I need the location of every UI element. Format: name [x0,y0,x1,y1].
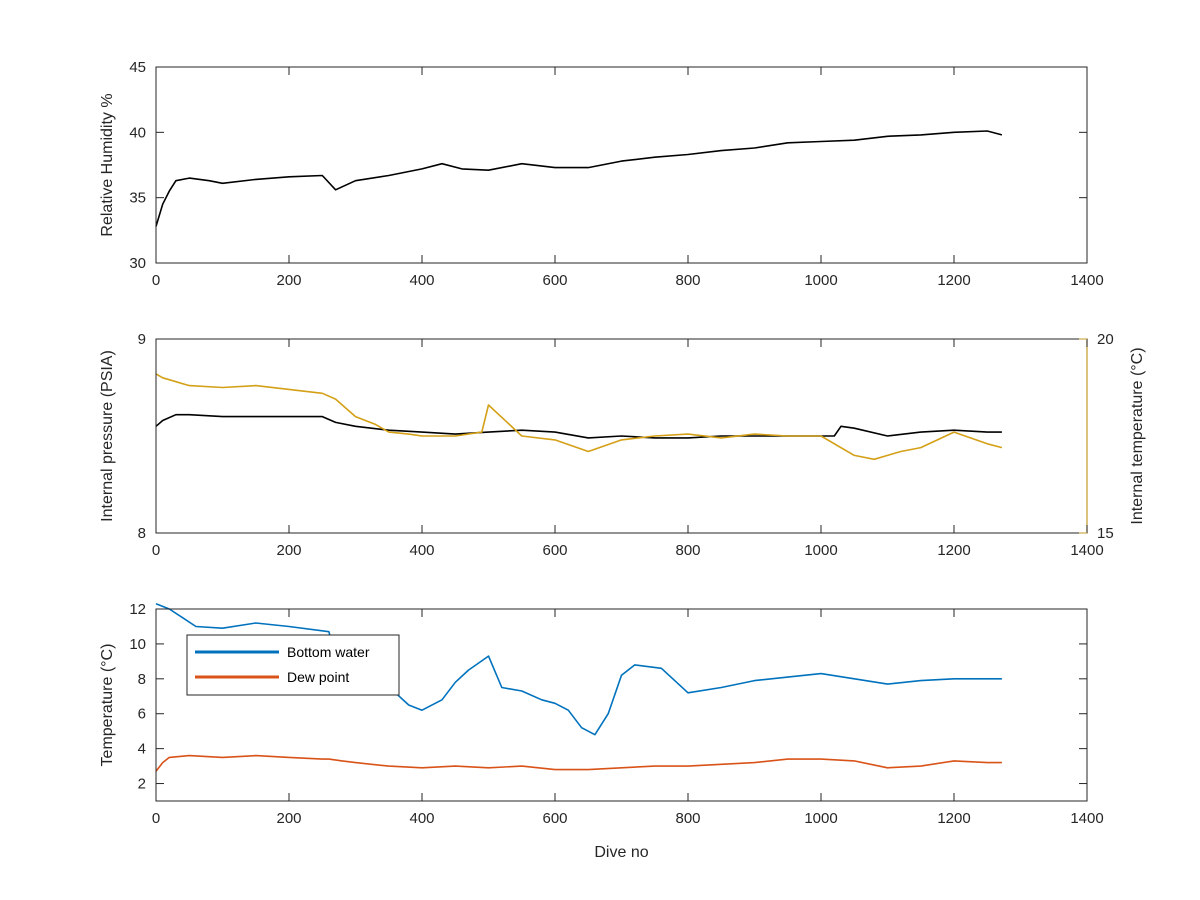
x-tick-label: 0 [152,272,160,289]
y-tick-label: 30 [129,255,146,272]
chart-panel-2: 0 200 400 600 800 1000 1200 1400 8 9 15 20 Internal … [99,331,1146,559]
x-tick-label: 1400 [1070,542,1103,559]
x-tick-label: 1200 [937,542,970,559]
right-y-tick-label: 15 [1097,525,1114,542]
right-y-tick-label: 20 [1097,331,1114,348]
x-tick-label: 600 [542,272,567,289]
legend-entry: Dew point [287,669,349,685]
x-tick-label: 0 [152,542,160,559]
x-tick-label: 1000 [804,272,837,289]
x-tick-label: 800 [675,810,700,827]
right-y-axis-label: Internal temperature (°C) [1129,347,1146,524]
plot-area-frame [155,608,1088,802]
x-tick-label: 1400 [1070,272,1103,289]
plot-area-frame [155,66,1088,264]
x-tick-label: 200 [276,810,301,827]
chart-panel-3: 0 200 400 600 800 1000 1200 1400 2 4 6 8 10 12 Tempera… [99,601,1104,861]
x-tick-label: 0 [152,810,160,827]
y-tick-label: 2 [138,776,146,793]
x-tick-label: 400 [409,542,434,559]
series-line-dew-point [155,754,1002,772]
x-tick-label: 400 [409,810,434,827]
x-tick-label: 400 [409,272,434,289]
y-tick-label: 12 [129,601,146,618]
x-tick-label: 200 [276,542,301,559]
y-tick-label: 4 [138,741,146,758]
x-tick-label: 1400 [1070,810,1103,827]
x-tick-label: 1000 [804,542,837,559]
y-tick-label: 35 [129,190,146,207]
series-line-1-1 [155,130,1003,227]
y-axis-label: Temperature (°C) [99,644,116,767]
series-line-2-1 [155,413,1002,439]
y-tick-label: 6 [138,706,146,723]
x-tick-label: 1000 [804,810,837,827]
chart-panel-1: 0 200 400 600 800 1000 1200 1400 30 35 40 45 Relativ… [99,59,1104,289]
series-line-bottom-water [155,603,1002,736]
x-axis-label: Dive no [594,844,648,861]
y-tick-label: 10 [129,636,146,653]
y-tick-label: 8 [138,671,146,688]
legend: Bottom water Dew point [186,634,400,696]
x-tick-label: 600 [542,542,567,559]
y-tick-label: 8 [138,525,146,542]
y-tick-label: 9 [138,331,146,348]
x-tick-label: 200 [276,272,301,289]
x-tick-label: 800 [675,542,700,559]
legend-box [186,634,400,696]
y-tick-label: 40 [129,124,146,141]
x-tick-label: 1200 [937,810,970,827]
y-tick-label: 45 [129,59,146,76]
x-tick-label: 1200 [937,272,970,289]
y-axis-label: Internal pressure (PSIA) [99,350,116,522]
x-tick-label: 800 [675,272,700,289]
x-tick-label: 600 [542,810,567,827]
legend-entry: Bottom water [287,644,370,660]
series-line-2-2 [155,373,1003,461]
y-axis-label: Relative Humidity % [99,93,116,236]
